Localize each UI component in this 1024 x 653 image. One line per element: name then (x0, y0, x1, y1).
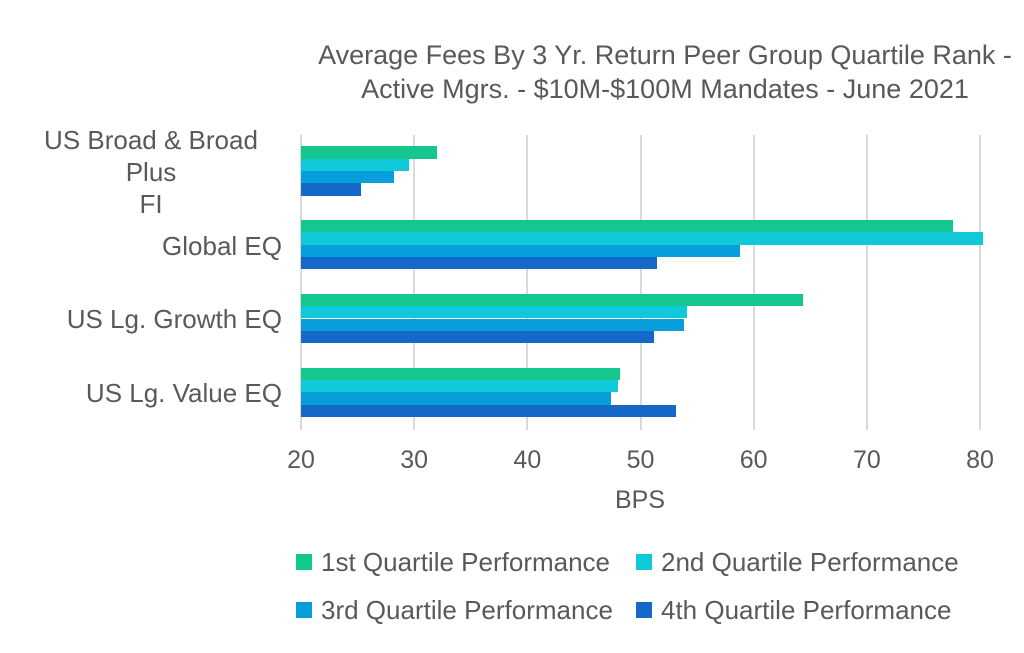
x-tick-40: 40 (513, 446, 542, 474)
bar-series4-cat2 (301, 257, 658, 270)
x-tick-80: 80 (966, 446, 994, 474)
category-label-1: US Broad & Broad Plus FI (44, 124, 258, 219)
x-tick-60: 60 (739, 446, 768, 474)
legend-label-2: 2nd Quartile Performance (661, 546, 959, 577)
bar-series1-cat3 (301, 293, 804, 307)
bar-series4-cat3 (301, 330, 655, 344)
chart-title-line-2: Active Mgrs. - $10M-$100M Mandates - Jun… (361, 74, 969, 104)
bar-series2-cat2 (301, 232, 984, 245)
category-label-3: US Lg. Growth EQ (66, 304, 282, 335)
legend-item-1: 1st Quartile Performance (296, 546, 610, 578)
category-label-4: US Lg. Value EQ (85, 378, 282, 409)
legend-swatch-icon (296, 602, 312, 618)
bar-series4-cat1 (301, 183, 361, 196)
bar-series2-cat4 (301, 379, 618, 393)
gridline-70 (865, 135, 868, 430)
gridline-60 (752, 135, 755, 430)
bar-series3-cat1 (301, 171, 394, 184)
chart-title: Average Fees By 3 Yr. Return Peer Group … (306, 38, 1024, 106)
bar-series1-cat1 (301, 146, 437, 159)
legend-item-3: 3rd Quartile Performance (296, 594, 613, 626)
gridline-40 (526, 135, 529, 430)
legend-swatch-icon (636, 554, 652, 570)
bar-series2-cat3 (301, 306, 687, 319)
x-axis-title: BPS (614, 486, 666, 514)
legend-label-3: 3rd Quartile Performance (321, 594, 613, 625)
legend-swatch-icon (636, 602, 652, 618)
bar-series3-cat3 (301, 318, 684, 331)
bar-series3-cat4 (301, 392, 612, 405)
bar-series3-cat2 (301, 244, 741, 258)
bar-series4-cat4 (301, 404, 676, 417)
x-tick-30: 30 (400, 446, 429, 474)
x-tick-20: 20 (287, 446, 315, 474)
legend-swatch-icon (296, 554, 312, 570)
bar-series2-cat1 (301, 158, 409, 171)
bar-series1-cat2 (301, 220, 953, 233)
x-tick-70: 70 (852, 446, 881, 474)
legend-label-4: 4th Quartile Performance (661, 594, 952, 625)
category-label-2: Global EQ (162, 230, 282, 261)
chart-title-line-1: Average Fees By 3 Yr. Return Peer Group … (318, 40, 1012, 70)
gridline-50 (639, 135, 642, 430)
gridline-20 (300, 135, 302, 430)
gridline-80 (979, 135, 982, 430)
legend-item-4: 4th Quartile Performance (636, 594, 951, 626)
gridline-30 (413, 135, 416, 430)
legend-item-2: 2nd Quartile Performance (636, 546, 959, 578)
legend-label-1: 1st Quartile Performance (321, 546, 611, 577)
x-tick-50: 50 (626, 446, 655, 474)
bar-series1-cat4 (301, 367, 621, 380)
